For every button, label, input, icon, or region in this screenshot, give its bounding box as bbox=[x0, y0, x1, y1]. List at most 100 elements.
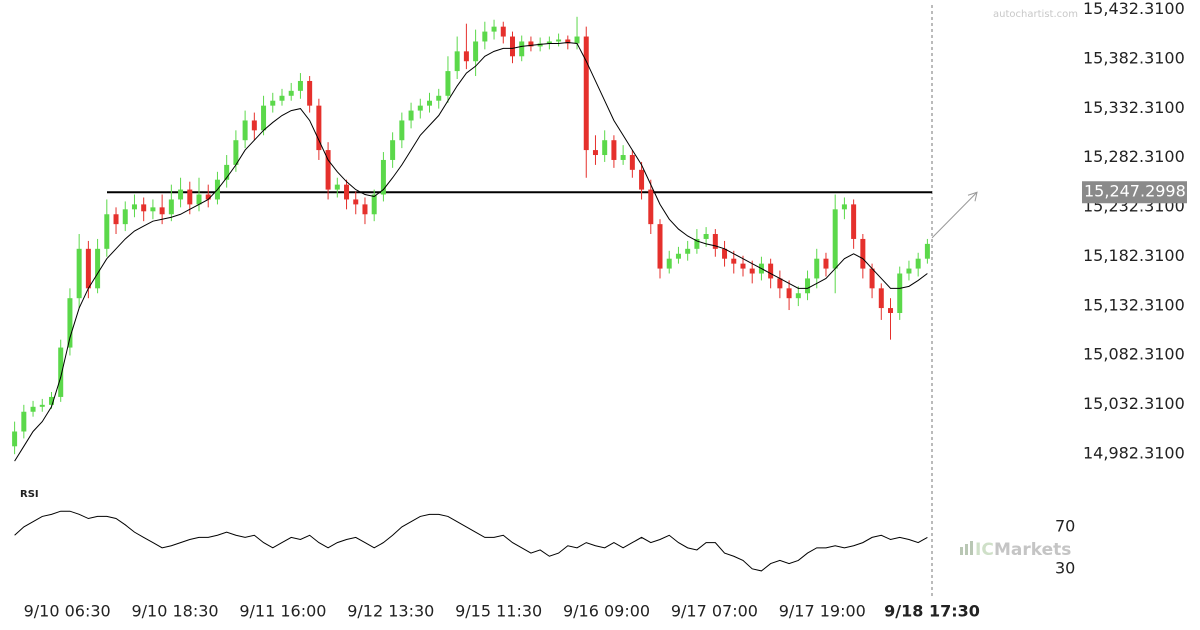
candle-body bbox=[362, 204, 368, 215]
candle-body bbox=[657, 224, 663, 269]
rsi-line bbox=[14, 510, 928, 572]
candle-body bbox=[436, 95, 442, 101]
candle-body bbox=[592, 150, 598, 156]
candle-body bbox=[869, 268, 875, 289]
candle-body bbox=[602, 140, 608, 156]
candle-body bbox=[897, 273, 903, 314]
candle-body bbox=[722, 248, 728, 259]
candle-body bbox=[21, 411, 27, 432]
candle-body bbox=[740, 263, 746, 269]
candle-body bbox=[141, 204, 147, 212]
brand-prefix: IC bbox=[975, 540, 994, 560]
candle-body bbox=[427, 100, 433, 106]
candle-body bbox=[288, 90, 294, 96]
candle-body bbox=[316, 105, 322, 151]
y-tick-label: 15,382.3100 bbox=[1083, 48, 1185, 67]
y-tick-label: 15,082.3100 bbox=[1083, 345, 1185, 364]
candle-body bbox=[768, 263, 774, 279]
candle-body bbox=[178, 189, 184, 200]
candle-body bbox=[454, 51, 460, 72]
candle-body bbox=[915, 258, 921, 269]
candle-body bbox=[473, 41, 479, 62]
y-tick-label: 15,132.3100 bbox=[1083, 295, 1185, 314]
candle-body bbox=[685, 248, 691, 254]
candle-body bbox=[95, 248, 101, 289]
candle-body bbox=[251, 120, 257, 131]
candle-body bbox=[159, 207, 165, 215]
rsi-tick-label: 30 bbox=[1055, 558, 1075, 577]
x-tick-label: 9/17 07:00 bbox=[671, 602, 758, 621]
brand-name: Markets bbox=[994, 540, 1071, 560]
candle-body bbox=[509, 36, 515, 57]
candle-body bbox=[888, 308, 894, 314]
candle-body bbox=[851, 204, 857, 239]
x-tick-label: 9/16 09:00 bbox=[563, 602, 650, 621]
candle-body bbox=[122, 209, 128, 225]
x-tick-label: 9/11 16:00 bbox=[239, 602, 326, 621]
candle-body bbox=[463, 51, 469, 62]
forecast-arrowhead bbox=[967, 191, 978, 202]
x-tick-label: 9/10 18:30 bbox=[131, 602, 218, 621]
candle-body bbox=[39, 404, 45, 407]
candle-body bbox=[48, 396, 54, 405]
candle-body bbox=[906, 268, 912, 274]
candle-body bbox=[860, 238, 866, 269]
candle-body bbox=[841, 204, 847, 210]
candle-body bbox=[500, 26, 506, 37]
candle-body bbox=[76, 248, 82, 299]
candle-body bbox=[205, 194, 211, 200]
x-tick-label: 9/15 11:30 bbox=[455, 602, 542, 621]
candle-body bbox=[307, 80, 313, 106]
candle-body bbox=[150, 207, 156, 212]
y-tick-label: 15,032.3100 bbox=[1083, 394, 1185, 413]
candle-body bbox=[583, 36, 589, 151]
candle-body bbox=[814, 258, 820, 279]
candle-body bbox=[187, 189, 193, 205]
rsi-tick-label: 70 bbox=[1055, 516, 1075, 535]
candle-body bbox=[574, 36, 580, 44]
candle-body bbox=[795, 293, 801, 299]
candle-body bbox=[482, 31, 488, 42]
candle-body bbox=[786, 288, 792, 299]
candle-body bbox=[270, 100, 276, 106]
candle-body bbox=[297, 80, 303, 91]
candle-body bbox=[611, 140, 617, 160]
candle-body bbox=[67, 298, 73, 348]
candle-body bbox=[445, 71, 451, 96]
candle-body bbox=[491, 26, 497, 32]
candle-body bbox=[694, 238, 700, 249]
y-tick-label: 15,332.3100 bbox=[1083, 98, 1185, 117]
candle-body bbox=[224, 164, 230, 180]
candle-body bbox=[168, 199, 174, 215]
candle-body bbox=[380, 159, 386, 195]
candle-body bbox=[12, 431, 18, 447]
candle-body bbox=[104, 214, 110, 249]
brand-logo: IC Markets bbox=[960, 540, 1071, 560]
x-tick-label: 9/18 17:30 bbox=[884, 602, 980, 621]
candle-body bbox=[666, 258, 672, 269]
candle-body bbox=[675, 253, 681, 259]
candle-body bbox=[749, 268, 755, 274]
candle-body bbox=[85, 248, 91, 289]
candle-body bbox=[58, 347, 64, 397]
candle-body bbox=[546, 41, 552, 44]
candle-body bbox=[408, 110, 414, 121]
candle-body bbox=[334, 184, 340, 190]
candle-body bbox=[620, 155, 626, 160]
y-tick-label: 15,182.3100 bbox=[1083, 246, 1185, 265]
candle-body bbox=[565, 39, 571, 44]
candle-body bbox=[131, 204, 137, 210]
candle-body bbox=[279, 95, 285, 101]
candle-body bbox=[390, 140, 396, 160]
candle-body bbox=[878, 288, 884, 309]
x-tick-label: 9/10 06:30 bbox=[24, 602, 111, 621]
candle-body bbox=[639, 169, 645, 190]
candle-body bbox=[233, 140, 239, 165]
y-tick-label: 14,982.3100 bbox=[1083, 443, 1185, 462]
level-label: 15,247.2998 bbox=[1084, 182, 1186, 201]
candle-body bbox=[528, 41, 534, 47]
candle-body bbox=[805, 278, 811, 294]
candle-body bbox=[242, 120, 248, 141]
level-label-box bbox=[1082, 181, 1187, 204]
